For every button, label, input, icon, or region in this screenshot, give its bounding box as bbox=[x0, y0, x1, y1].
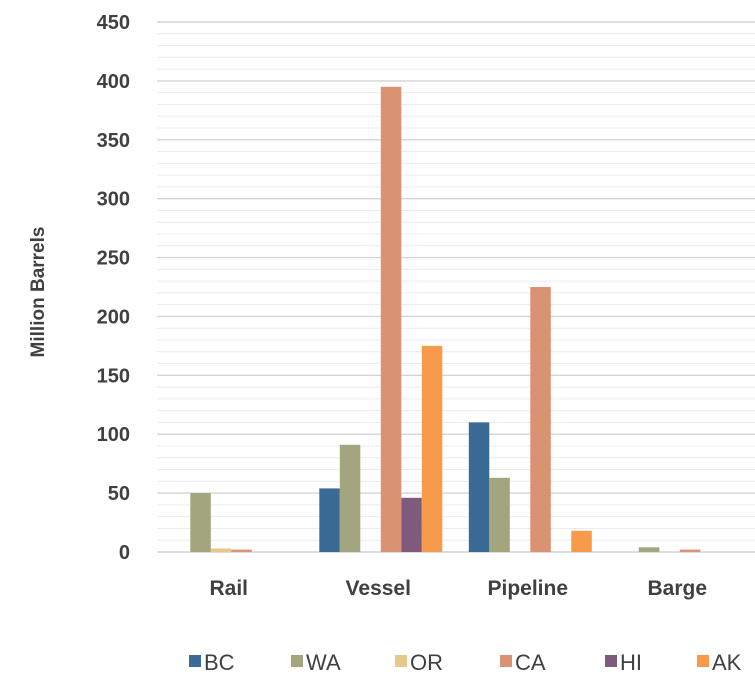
y-axis-ticks: 0 50 100 150 200 250 300 350 400 450 bbox=[97, 12, 130, 564]
bar-barge-ca bbox=[679, 549, 701, 552]
legend-label: CA bbox=[515, 650, 546, 675]
bar-pipeline-wa bbox=[489, 477, 510, 552]
legend-swatch bbox=[291, 655, 303, 667]
legend-label: OR bbox=[410, 650, 443, 675]
x-category-label: Rail bbox=[209, 577, 248, 600]
bars bbox=[190, 86, 701, 553]
y-tick-label: 50 bbox=[108, 483, 130, 505]
y-tick-label: 150 bbox=[97, 365, 130, 387]
y-tick-label: 200 bbox=[97, 306, 130, 328]
legend-label: HI bbox=[620, 650, 642, 675]
x-category-label: Barge bbox=[647, 577, 707, 600]
legend-swatch bbox=[605, 655, 617, 667]
bar-rail-ca bbox=[231, 549, 252, 552]
bar-pipeline-ca bbox=[530, 287, 551, 552]
bar-barge-wa bbox=[638, 547, 660, 552]
bar-rail-or bbox=[210, 548, 232, 552]
legend-swatch bbox=[395, 655, 407, 667]
gridlines bbox=[157, 21, 755, 553]
y-tick-label: 450 bbox=[97, 12, 130, 34]
x-category-label: Pipeline bbox=[487, 577, 568, 600]
bar-pipeline-ak bbox=[571, 530, 592, 552]
legend-label: BC bbox=[204, 650, 235, 675]
bar-vessel-ak bbox=[421, 345, 443, 552]
legend-swatch bbox=[697, 655, 709, 667]
x-axis-categories: Rail Vessel Pipeline Barge bbox=[209, 577, 707, 600]
bar-vessel-ca bbox=[380, 86, 402, 553]
legend-label: AK bbox=[712, 650, 742, 675]
legend-swatch bbox=[500, 655, 512, 667]
y-tick-label: 300 bbox=[97, 189, 130, 211]
legend-label: WA bbox=[306, 650, 341, 675]
legend-swatch bbox=[189, 655, 201, 667]
y-axis-label: Million Barrels bbox=[28, 227, 49, 358]
y-tick-label: 350 bbox=[97, 130, 130, 152]
bar-rail-wa bbox=[190, 493, 211, 552]
bar-vessel-wa bbox=[339, 444, 361, 552]
x-category-label: Vessel bbox=[346, 577, 411, 600]
bar-vessel-hi bbox=[401, 497, 422, 552]
y-tick-label: 400 bbox=[97, 71, 130, 93]
y-tick-label: 100 bbox=[97, 424, 130, 446]
bar-pipeline-bc bbox=[468, 422, 490, 552]
legend: BC WA OR CA HI AK bbox=[189, 650, 742, 675]
bar-vessel-bc bbox=[319, 488, 340, 552]
y-tick-label: 0 bbox=[119, 542, 130, 564]
y-tick-label: 250 bbox=[97, 248, 130, 270]
